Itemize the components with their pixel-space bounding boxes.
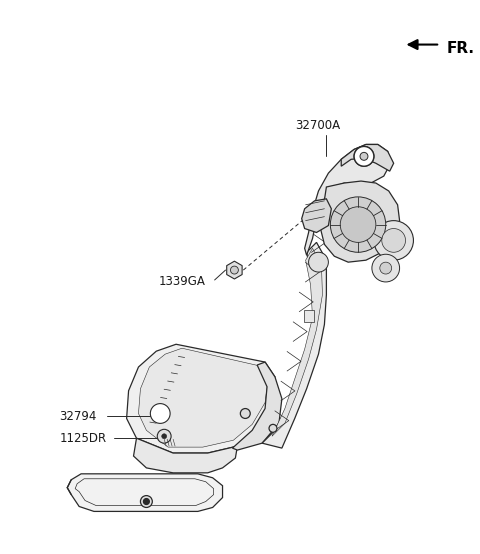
Circle shape — [354, 146, 374, 166]
Polygon shape — [133, 438, 238, 473]
Polygon shape — [138, 348, 268, 447]
Circle shape — [340, 207, 376, 243]
Polygon shape — [305, 145, 391, 255]
Circle shape — [380, 262, 392, 274]
Polygon shape — [272, 248, 323, 436]
Polygon shape — [227, 261, 242, 279]
Polygon shape — [341, 145, 394, 171]
Text: 1339GA: 1339GA — [158, 275, 205, 289]
Circle shape — [230, 266, 239, 274]
Circle shape — [309, 252, 328, 272]
Polygon shape — [262, 243, 326, 448]
Circle shape — [162, 434, 167, 439]
Text: FR.: FR. — [447, 40, 475, 55]
Text: 32794: 32794 — [60, 410, 96, 423]
Circle shape — [330, 197, 386, 252]
Circle shape — [141, 496, 152, 507]
Text: 1125DR: 1125DR — [60, 432, 107, 445]
Circle shape — [144, 499, 149, 505]
Polygon shape — [321, 181, 399, 262]
Polygon shape — [301, 199, 331, 233]
Circle shape — [269, 424, 277, 432]
Circle shape — [372, 254, 399, 282]
Polygon shape — [304, 310, 313, 321]
Circle shape — [382, 229, 406, 252]
Text: 32700A: 32700A — [295, 119, 340, 132]
Circle shape — [354, 146, 374, 166]
Circle shape — [240, 408, 250, 418]
Polygon shape — [127, 344, 275, 453]
Circle shape — [374, 220, 413, 260]
Circle shape — [157, 429, 171, 443]
Polygon shape — [232, 362, 282, 450]
Circle shape — [150, 404, 170, 423]
Polygon shape — [75, 479, 214, 505]
Polygon shape — [67, 474, 223, 511]
Circle shape — [360, 152, 368, 160]
